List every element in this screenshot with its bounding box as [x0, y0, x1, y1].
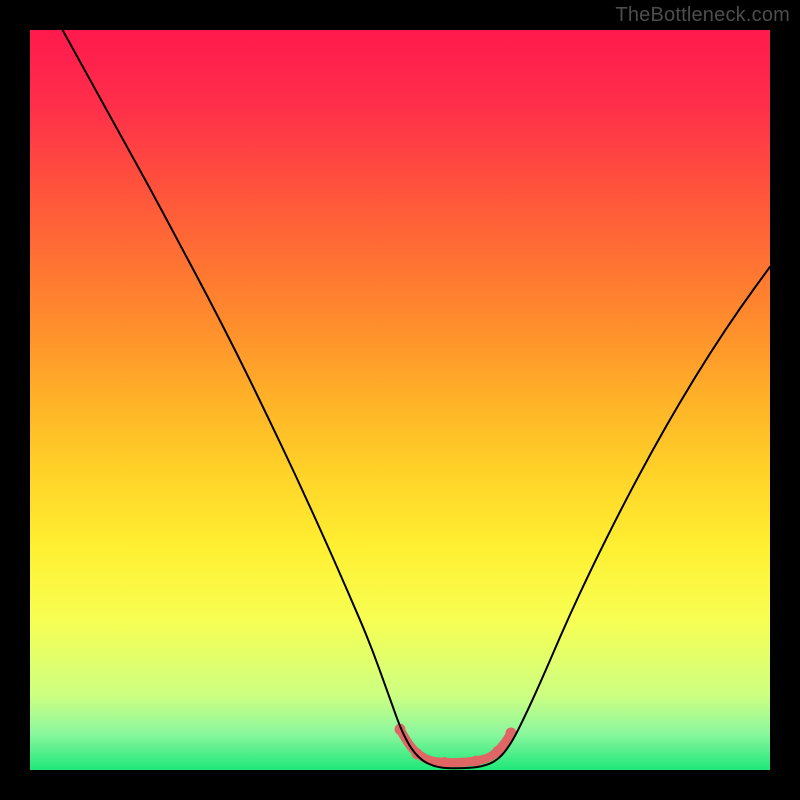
highlight-dot [471, 756, 482, 767]
chart-stage: TheBottleneck.com [0, 0, 800, 800]
watermark-label: TheBottleneck.com [615, 4, 790, 27]
bottleneck-curve-chart [0, 0, 800, 800]
gradient-plot-area [30, 30, 770, 770]
